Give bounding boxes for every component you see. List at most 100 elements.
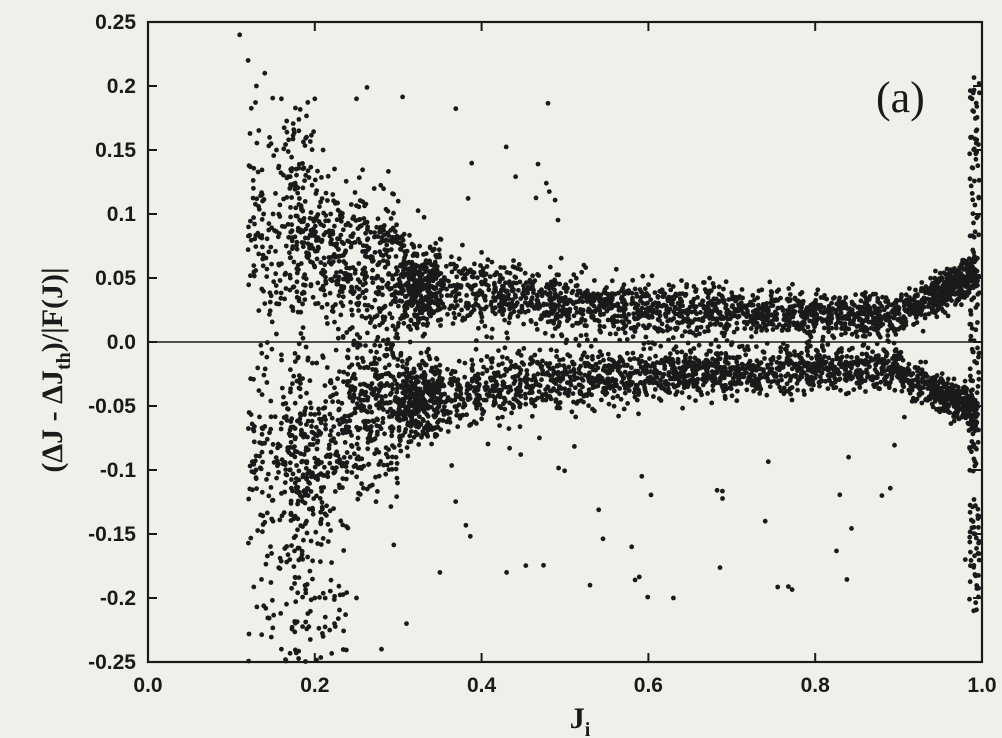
scatter-point	[688, 329, 693, 334]
scatter-point	[308, 411, 314, 417]
scatter-point	[318, 559, 323, 565]
scatter-point	[407, 395, 412, 401]
scatter-point	[407, 433, 413, 439]
scatter-point	[504, 330, 510, 336]
scatter-point	[340, 522, 346, 528]
scatter-point	[357, 426, 363, 431]
scatter-point	[299, 459, 304, 465]
scatter-point	[610, 395, 616, 401]
scatter-point	[633, 382, 639, 388]
scatter-point	[512, 378, 518, 384]
scatter-point	[271, 612, 277, 618]
scatter-point	[318, 542, 324, 547]
scatter-point	[497, 308, 502, 314]
scatter-point	[558, 290, 564, 296]
scatter-point	[257, 234, 263, 240]
scatter-point	[918, 288, 924, 294]
scatter-point	[879, 315, 885, 321]
scatter-point	[773, 374, 779, 379]
scatter-point	[464, 387, 470, 393]
scatter-point	[646, 282, 651, 287]
scatter-point	[680, 405, 685, 411]
scatter-point	[404, 621, 409, 626]
scatter-point	[403, 416, 409, 421]
scatter-point	[472, 388, 477, 394]
scatter-point	[347, 272, 353, 278]
scatter-point	[806, 381, 812, 387]
scatter-point	[392, 229, 398, 234]
scatter-point	[565, 352, 571, 358]
scatter-point	[403, 427, 409, 432]
scatter-point	[610, 376, 615, 382]
scatter-point	[866, 297, 872, 302]
scatter-point	[825, 325, 831, 331]
scatter-point	[298, 309, 304, 315]
scatter-point	[698, 310, 703, 315]
scatter-point	[372, 234, 377, 240]
scatter-point	[529, 413, 535, 419]
scatter-point	[293, 205, 299, 211]
scatter-point	[375, 334, 381, 340]
scatter-point	[759, 328, 764, 333]
scatter-point	[344, 524, 349, 529]
scatter-point	[781, 385, 787, 391]
scatter-point	[537, 347, 543, 353]
scatter-point	[361, 485, 366, 491]
scatter-point	[269, 346, 275, 352]
scatter-point	[368, 386, 374, 391]
scatter-point	[932, 398, 938, 404]
scatter-point	[437, 236, 443, 242]
scatter-point	[347, 223, 353, 229]
scatter-point	[249, 469, 255, 474]
scatter-point	[291, 127, 297, 132]
scatter-point	[654, 360, 660, 365]
scatter-point	[258, 512, 263, 518]
scatter-point	[759, 316, 764, 322]
scatter-point	[409, 429, 414, 434]
scatter-point	[456, 256, 462, 262]
scatter-point	[557, 378, 563, 384]
scatter-point	[617, 386, 623, 391]
scatter-point	[700, 298, 706, 304]
scatter-point	[344, 590, 350, 595]
scatter-point	[588, 343, 594, 349]
scatter-point	[736, 313, 742, 319]
scatter-point	[894, 374, 900, 379]
scatter-point	[885, 328, 891, 333]
scatter-point	[348, 299, 353, 305]
scatter-point	[825, 373, 831, 378]
scatter-point	[288, 367, 293, 373]
scatter-point	[376, 405, 382, 411]
scatter-point	[957, 405, 963, 411]
scatter-point	[363, 315, 369, 321]
scatter-point	[577, 391, 583, 397]
scatter-point	[266, 143, 272, 149]
scatter-point	[356, 175, 362, 181]
scatter-point	[682, 329, 688, 334]
scatter-point	[261, 372, 267, 378]
scatter-point	[540, 358, 545, 364]
scatter-point	[387, 286, 393, 292]
scatter-point	[407, 232, 412, 238]
scatter-point	[343, 261, 349, 266]
scatter-point	[889, 369, 895, 375]
scatter-point	[478, 306, 484, 312]
scatter-point	[340, 476, 346, 481]
scatter-point	[882, 378, 888, 383]
scatter-point	[319, 416, 325, 422]
scatter-point	[568, 378, 574, 384]
scatter-point	[340, 294, 346, 300]
scatter-point	[327, 290, 333, 296]
scatter-point	[726, 323, 732, 328]
scatter-point	[362, 220, 368, 226]
scatter-point	[405, 453, 411, 459]
scatter-point	[273, 283, 279, 288]
scatter-point	[945, 376, 951, 382]
scatter-point	[643, 307, 649, 312]
scatter-point	[857, 375, 863, 380]
scatter-point	[945, 295, 950, 301]
scatter-point	[408, 261, 414, 267]
scatter-point	[561, 363, 567, 369]
scatter-point	[571, 272, 577, 278]
scatter-point	[578, 333, 584, 338]
